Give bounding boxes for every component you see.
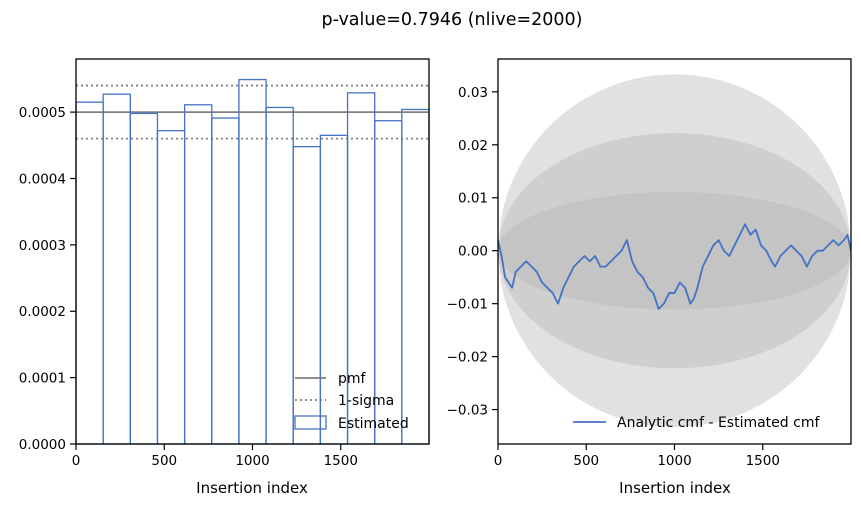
x-tick-label: 1500 (746, 453, 780, 469)
histogram-bar (346, 92, 376, 445)
sigma-band-2 (498, 133, 851, 369)
right-plot-area (498, 74, 851, 428)
right-cmf-panel: 0 500 1000 1500 −0.03 −0.02 −0.01 0.00 0.01 0.02… (447, 58, 852, 497)
left-axes-frame (75, 58, 430, 445)
x-tick-label: 0 (494, 453, 503, 469)
left-y-ticks: 0.0000 0.0001 0.0002 0.0003 0.0004 0.0005 (19, 105, 76, 453)
y-tick-label: 0.0004 (19, 171, 66, 187)
histogram-bar (183, 104, 213, 445)
y-tick-label: 0.0002 (19, 304, 66, 320)
y-tick-label: 0.0000 (19, 437, 66, 453)
left-plot-area (75, 78, 430, 445)
left-x-ticks: 0 500 1000 1500 (72, 444, 358, 469)
y-tick-label: 0.0005 (19, 105, 66, 121)
histogram-bar (238, 78, 267, 445)
y-tick-label: 0.00 (458, 244, 488, 260)
y-tick-label: −0.02 (447, 350, 488, 366)
legend-cmf-label: Analytic cmf - Estimated cmf (617, 415, 820, 431)
legend-pmf-label: pmf (338, 371, 367, 387)
histogram-bar (75, 101, 104, 445)
histogram-bar (401, 108, 430, 445)
sigma-band-1 (498, 191, 851, 310)
right-x-ticks: 0 500 1000 1500 (494, 444, 780, 469)
x-tick-label: 1000 (657, 453, 691, 469)
y-tick-label: −0.01 (447, 297, 488, 313)
legend-sigma-label: 1-sigma (338, 393, 394, 409)
histogram-bar (265, 106, 294, 445)
legend-estimated-label: Estimated (338, 416, 409, 432)
legend-estimated-swatch (294, 415, 327, 430)
left-histogram-panel: 0 500 1000 1500 0.00000.00010.00020.00030.0… (19, 58, 430, 497)
histogram-bar (129, 112, 159, 445)
figure-title: p-value=0.7946 (nlive=2000) (321, 10, 582, 30)
right-y-ticks: −0.03 −0.02 −0.01 0.00 0.01 0.02 0.03 (447, 85, 498, 419)
sigma-band-3 (498, 74, 851, 428)
left-x-axis-label: Insertion index (196, 479, 308, 497)
histogram-bar (102, 93, 131, 445)
histogram-bar (156, 130, 186, 445)
histogram-bar (211, 117, 240, 445)
y-tick-label: 0.02 (458, 138, 488, 154)
x-tick-label: 1500 (324, 453, 358, 469)
y-tick-label: 0.0003 (19, 238, 66, 254)
y-tick-label: 0.0001 (19, 371, 66, 387)
left-legend: pmf 1-sigma Estimated (294, 371, 409, 432)
x-tick-label: 0 (72, 453, 81, 469)
x-tick-label: 500 (151, 453, 177, 469)
x-tick-label: 1000 (235, 453, 269, 469)
right-x-axis-label: Insertion index (619, 479, 731, 497)
y-tick-label: 0.01 (458, 191, 488, 207)
y-tick-label: −0.03 (447, 403, 488, 419)
y-tick-label: 0.03 (458, 85, 488, 101)
x-tick-label: 500 (573, 453, 599, 469)
right-legend: Analytic cmf - Estimated cmf (573, 415, 820, 431)
cmf-difference-line (498, 223, 851, 310)
